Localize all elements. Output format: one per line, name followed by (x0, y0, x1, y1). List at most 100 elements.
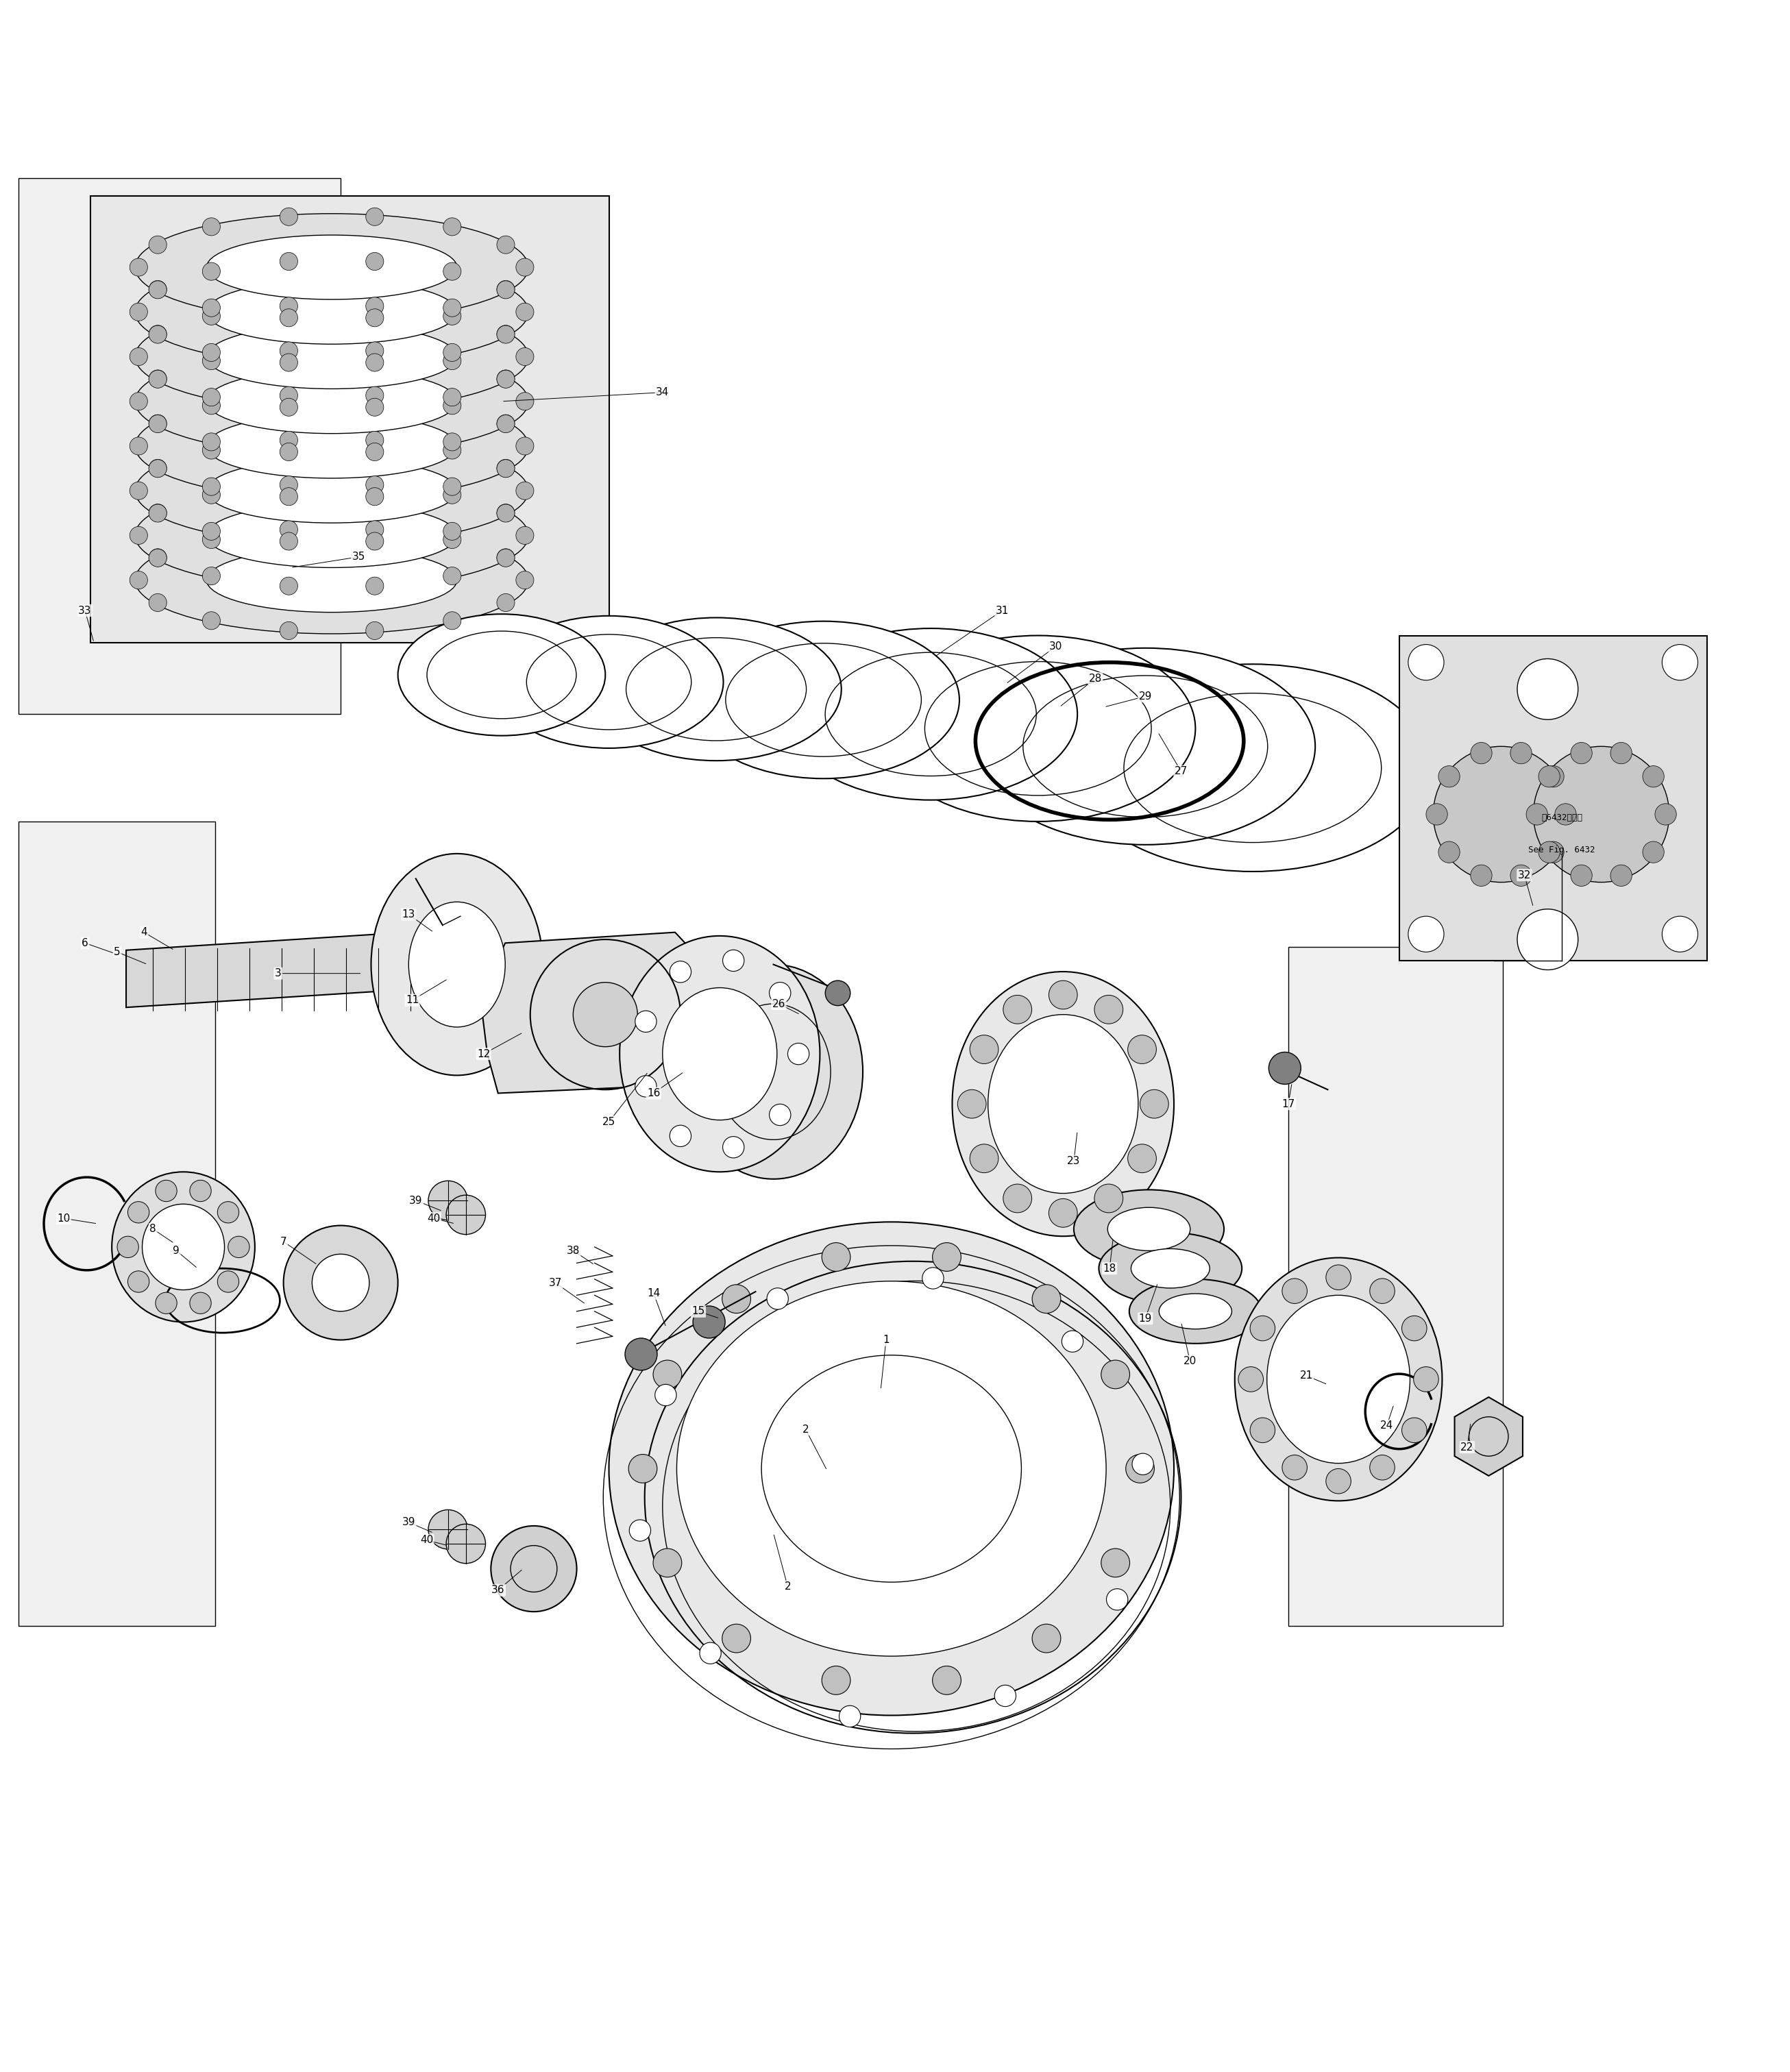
Circle shape (149, 282, 166, 298)
Ellipse shape (976, 649, 1316, 845)
Circle shape (1249, 1417, 1274, 1442)
Circle shape (444, 522, 462, 541)
Text: 27: 27 (1174, 767, 1189, 777)
Circle shape (1282, 1278, 1307, 1303)
Circle shape (129, 303, 147, 321)
Circle shape (279, 477, 297, 493)
Circle shape (279, 342, 297, 361)
Circle shape (1663, 644, 1699, 680)
Circle shape (149, 595, 166, 611)
Circle shape (149, 371, 166, 387)
Circle shape (365, 520, 383, 539)
Circle shape (190, 1293, 211, 1314)
Circle shape (1570, 742, 1591, 765)
Text: 4: 4 (141, 926, 147, 937)
Ellipse shape (206, 325, 456, 390)
Circle shape (498, 325, 516, 344)
Ellipse shape (134, 213, 528, 321)
Circle shape (1556, 804, 1577, 825)
Circle shape (365, 533, 383, 551)
Circle shape (365, 443, 383, 460)
Circle shape (498, 503, 516, 522)
Circle shape (444, 479, 462, 495)
Text: 11: 11 (406, 995, 419, 1005)
Circle shape (149, 549, 166, 568)
Circle shape (127, 1202, 149, 1222)
Text: 32: 32 (1518, 870, 1530, 881)
Ellipse shape (1267, 1295, 1411, 1463)
Text: 38: 38 (566, 1245, 580, 1256)
Circle shape (693, 1305, 725, 1339)
Circle shape (628, 1455, 657, 1484)
Circle shape (766, 1289, 788, 1310)
Circle shape (444, 263, 462, 280)
Circle shape (498, 282, 516, 298)
Ellipse shape (111, 1173, 254, 1322)
Circle shape (428, 1181, 467, 1220)
Circle shape (279, 487, 297, 506)
Ellipse shape (677, 1280, 1106, 1656)
Text: 39: 39 (410, 1196, 422, 1206)
Ellipse shape (684, 963, 863, 1179)
Circle shape (202, 522, 220, 541)
Ellipse shape (881, 636, 1196, 821)
Circle shape (653, 1359, 682, 1388)
Circle shape (1140, 1090, 1169, 1119)
Circle shape (825, 980, 850, 1005)
Polygon shape (1289, 947, 1504, 1627)
Circle shape (129, 392, 147, 410)
Circle shape (279, 207, 297, 226)
Circle shape (669, 1125, 691, 1146)
Circle shape (1527, 804, 1548, 825)
Ellipse shape (494, 615, 723, 748)
Circle shape (149, 371, 166, 387)
Ellipse shape (1158, 1293, 1232, 1328)
Text: 5: 5 (115, 947, 120, 957)
Ellipse shape (206, 280, 456, 344)
Circle shape (446, 1196, 485, 1235)
Circle shape (1101, 1359, 1129, 1388)
Circle shape (129, 259, 147, 276)
Ellipse shape (134, 392, 528, 499)
Circle shape (653, 1548, 682, 1577)
Text: 40: 40 (421, 1535, 433, 1546)
Text: 17: 17 (1282, 1098, 1294, 1109)
Text: 9: 9 (174, 1245, 179, 1256)
Text: 23: 23 (1067, 1156, 1081, 1167)
Circle shape (279, 253, 297, 269)
Circle shape (365, 622, 383, 640)
Circle shape (1643, 767, 1665, 787)
Circle shape (970, 1036, 999, 1063)
Circle shape (444, 568, 462, 584)
Circle shape (669, 961, 691, 982)
Circle shape (202, 611, 220, 630)
Circle shape (149, 325, 166, 344)
Ellipse shape (1099, 1233, 1242, 1303)
Circle shape (156, 1293, 177, 1314)
Circle shape (1518, 910, 1579, 970)
Circle shape (723, 1135, 745, 1158)
Text: 第6432図参照: 第6432図参照 (1541, 814, 1582, 823)
Circle shape (365, 387, 383, 404)
Circle shape (625, 1339, 657, 1370)
Ellipse shape (206, 369, 456, 433)
Circle shape (635, 1011, 657, 1032)
Circle shape (770, 1104, 791, 1125)
Ellipse shape (1131, 1249, 1210, 1289)
Ellipse shape (311, 1254, 369, 1312)
Circle shape (1439, 767, 1461, 787)
Circle shape (498, 549, 516, 568)
Ellipse shape (988, 1015, 1138, 1193)
Circle shape (365, 576, 383, 595)
Text: 36: 36 (492, 1585, 505, 1595)
Circle shape (202, 263, 220, 280)
Text: 24: 24 (1380, 1421, 1393, 1432)
Circle shape (1033, 1624, 1061, 1653)
Ellipse shape (952, 972, 1174, 1237)
Text: 34: 34 (655, 387, 669, 398)
Text: 18: 18 (1103, 1264, 1117, 1274)
Circle shape (149, 280, 166, 298)
Circle shape (498, 325, 516, 344)
Text: 2: 2 (784, 1581, 791, 1591)
Circle shape (1094, 995, 1122, 1024)
